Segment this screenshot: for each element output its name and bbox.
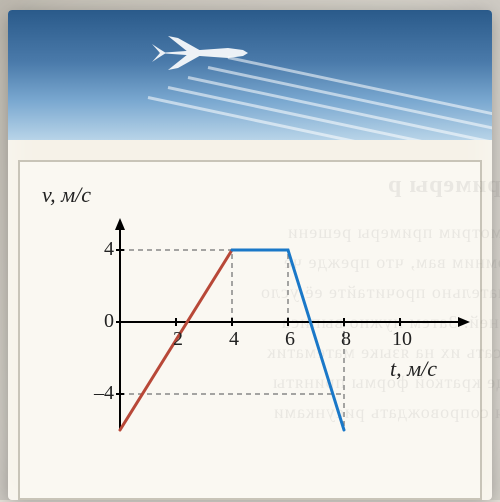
- x-tick-label: 10: [390, 328, 414, 351]
- photo-surface: Примеры р Рассмотрим примеры решени Напо…: [0, 0, 500, 500]
- x-tick-label: 6: [278, 328, 302, 351]
- page-header-band: [8, 10, 492, 140]
- x-axis-label: t, м/с: [390, 356, 437, 382]
- x-tick-label: 2: [166, 328, 190, 351]
- chart-panel: Примеры р Рассмотрим примеры решени Напо…: [18, 160, 482, 500]
- y-tick-label: 4: [80, 238, 114, 261]
- airplane-icon: [148, 28, 268, 78]
- bleed-through-text: Примеры р: [387, 172, 500, 199]
- x-tick-label: 8: [334, 328, 358, 351]
- textbook-page: Примеры р Рассмотрим примеры решени Напо…: [8, 10, 492, 500]
- contrail-line: [188, 76, 492, 140]
- y-tick-label: –4: [80, 382, 114, 405]
- velocity-chart: [60, 202, 480, 502]
- y-tick-label: 0: [80, 310, 114, 333]
- x-tick-label: 4: [222, 328, 246, 351]
